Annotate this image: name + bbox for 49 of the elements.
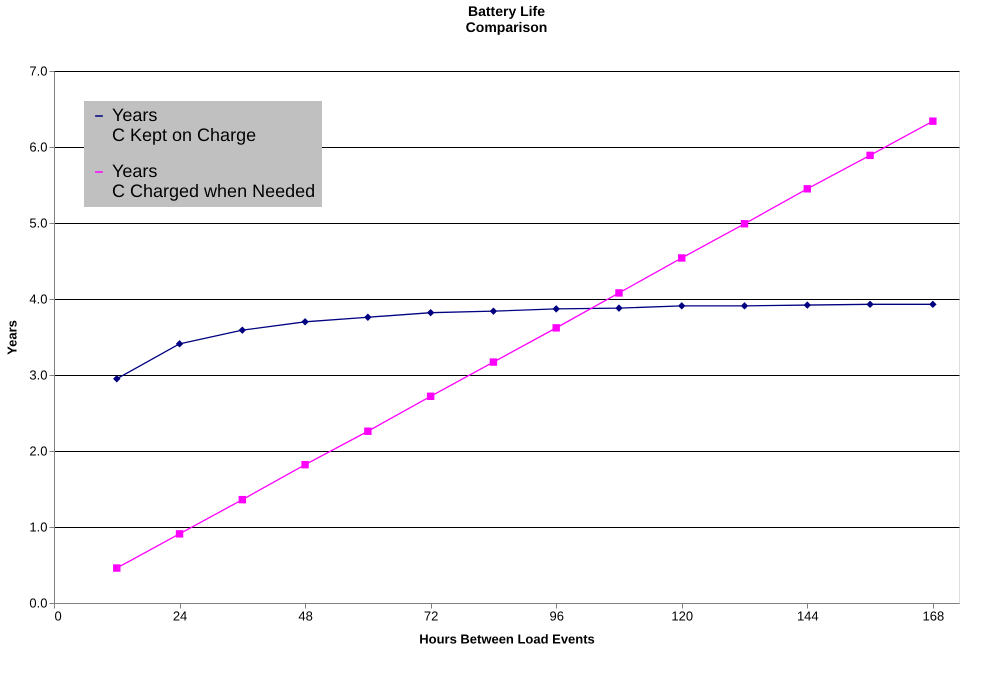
x-tick-label: 168	[922, 608, 944, 624]
y-tick-label: 2.0	[29, 444, 48, 458]
point	[364, 428, 372, 435]
point	[490, 307, 498, 315]
point	[615, 289, 623, 297]
x-tick-label: 72	[424, 608, 438, 624]
y-tick-label: 4.0	[29, 292, 48, 306]
y-axis-title: Years	[4, 320, 20, 355]
x-tick-label: 24	[172, 608, 188, 624]
point	[113, 564, 120, 572]
legend-label: Years C Charged when Needed	[112, 161, 316, 201]
point	[740, 220, 748, 228]
point	[176, 530, 184, 538]
x-tick-label: 144	[796, 608, 819, 624]
point	[678, 254, 686, 262]
y-tick-label: 5.0	[29, 216, 48, 230]
x-tick-label: 48	[298, 608, 313, 624]
point	[238, 326, 246, 334]
point	[804, 301, 812, 309]
point	[552, 305, 560, 313]
point	[740, 302, 748, 310]
point	[301, 318, 309, 326]
x-tick-label: 0	[54, 608, 62, 624]
y-tick-label: 1.0	[29, 520, 48, 534]
point	[866, 152, 874, 160]
point	[426, 392, 434, 400]
y-tick-label: 3.0	[29, 368, 48, 382]
y-tick-label: 6.0	[29, 140, 48, 154]
x-axis-title: Hours Between Load Events	[419, 632, 595, 646]
point	[804, 185, 812, 193]
x-tick-label: 96	[549, 608, 564, 624]
y-tick-label: 7.0	[29, 64, 48, 78]
x-tick-label: 120	[671, 608, 694, 624]
y-tick-label: 0.0	[29, 596, 48, 610]
point	[866, 300, 874, 308]
point	[364, 314, 372, 321]
point	[301, 460, 309, 468]
point	[490, 358, 498, 366]
point	[176, 340, 184, 348]
point	[113, 375, 120, 383]
point	[552, 324, 560, 332]
point	[929, 117, 937, 125]
point	[426, 308, 434, 316]
point	[615, 304, 623, 312]
point	[678, 302, 686, 310]
chart-title: Battery Life Comparison	[466, 3, 548, 35]
point	[238, 496, 246, 504]
legend-label: Years C Kept on Charge	[112, 105, 256, 145]
point	[929, 300, 937, 308]
